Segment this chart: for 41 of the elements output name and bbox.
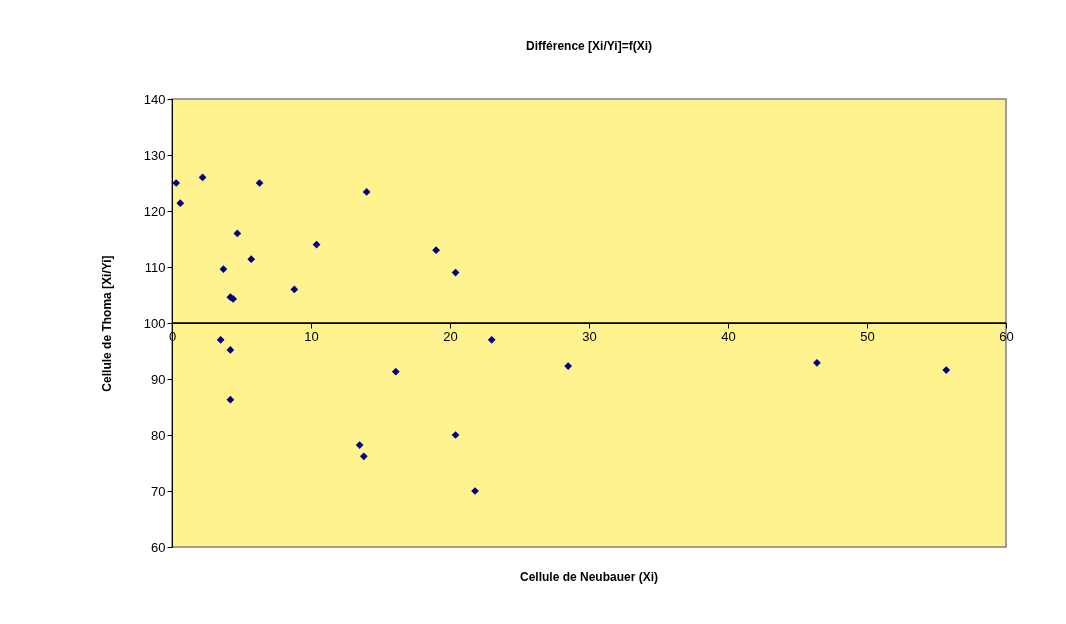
point <box>216 335 225 344</box>
x-axis-title: Cellule de Neubauer (Xi) <box>519 570 659 584</box>
point <box>362 188 371 196</box>
y-tick-label: 130 <box>143 147 166 163</box>
x-tick-label: 30 <box>582 328 597 344</box>
point <box>233 229 242 238</box>
point <box>312 240 321 249</box>
point <box>432 246 440 255</box>
point <box>391 367 400 376</box>
point <box>198 173 207 182</box>
point <box>355 441 364 449</box>
point <box>451 268 460 277</box>
point <box>290 285 299 294</box>
x-tick-label: 60 <box>999 328 1014 344</box>
y-tick-label: 140 <box>143 91 166 107</box>
point <box>451 431 460 439</box>
chart-title: Différence [Xi/Yi]=f(Xi) <box>526 39 652 53</box>
y-tick-label: 60 <box>151 539 166 555</box>
y-tick-label: 80 <box>151 427 166 443</box>
x-tick-label: 20 <box>443 328 458 344</box>
point <box>226 395 235 404</box>
x-tick-label: 10 <box>304 328 319 344</box>
y-tick-label: 120 <box>143 203 166 219</box>
point <box>942 366 951 374</box>
point <box>813 358 821 367</box>
y-tick-label: 110 <box>144 259 166 275</box>
point <box>487 335 496 344</box>
point <box>226 346 235 354</box>
y-tick-label: 90 <box>151 371 166 387</box>
x-tick-label: 40 <box>721 328 736 344</box>
point <box>219 265 228 274</box>
point <box>255 179 264 187</box>
point <box>564 362 573 370</box>
y-tick-label: 70 <box>151 483 166 499</box>
x-tick-label: 50 <box>860 328 875 344</box>
point <box>359 452 368 461</box>
y-axis-title: Cellule de Thoma [Xi/Yi] <box>99 255 114 392</box>
point <box>176 199 185 208</box>
point <box>247 255 256 264</box>
y-tick-label: 100 <box>143 315 166 331</box>
point <box>172 179 181 187</box>
